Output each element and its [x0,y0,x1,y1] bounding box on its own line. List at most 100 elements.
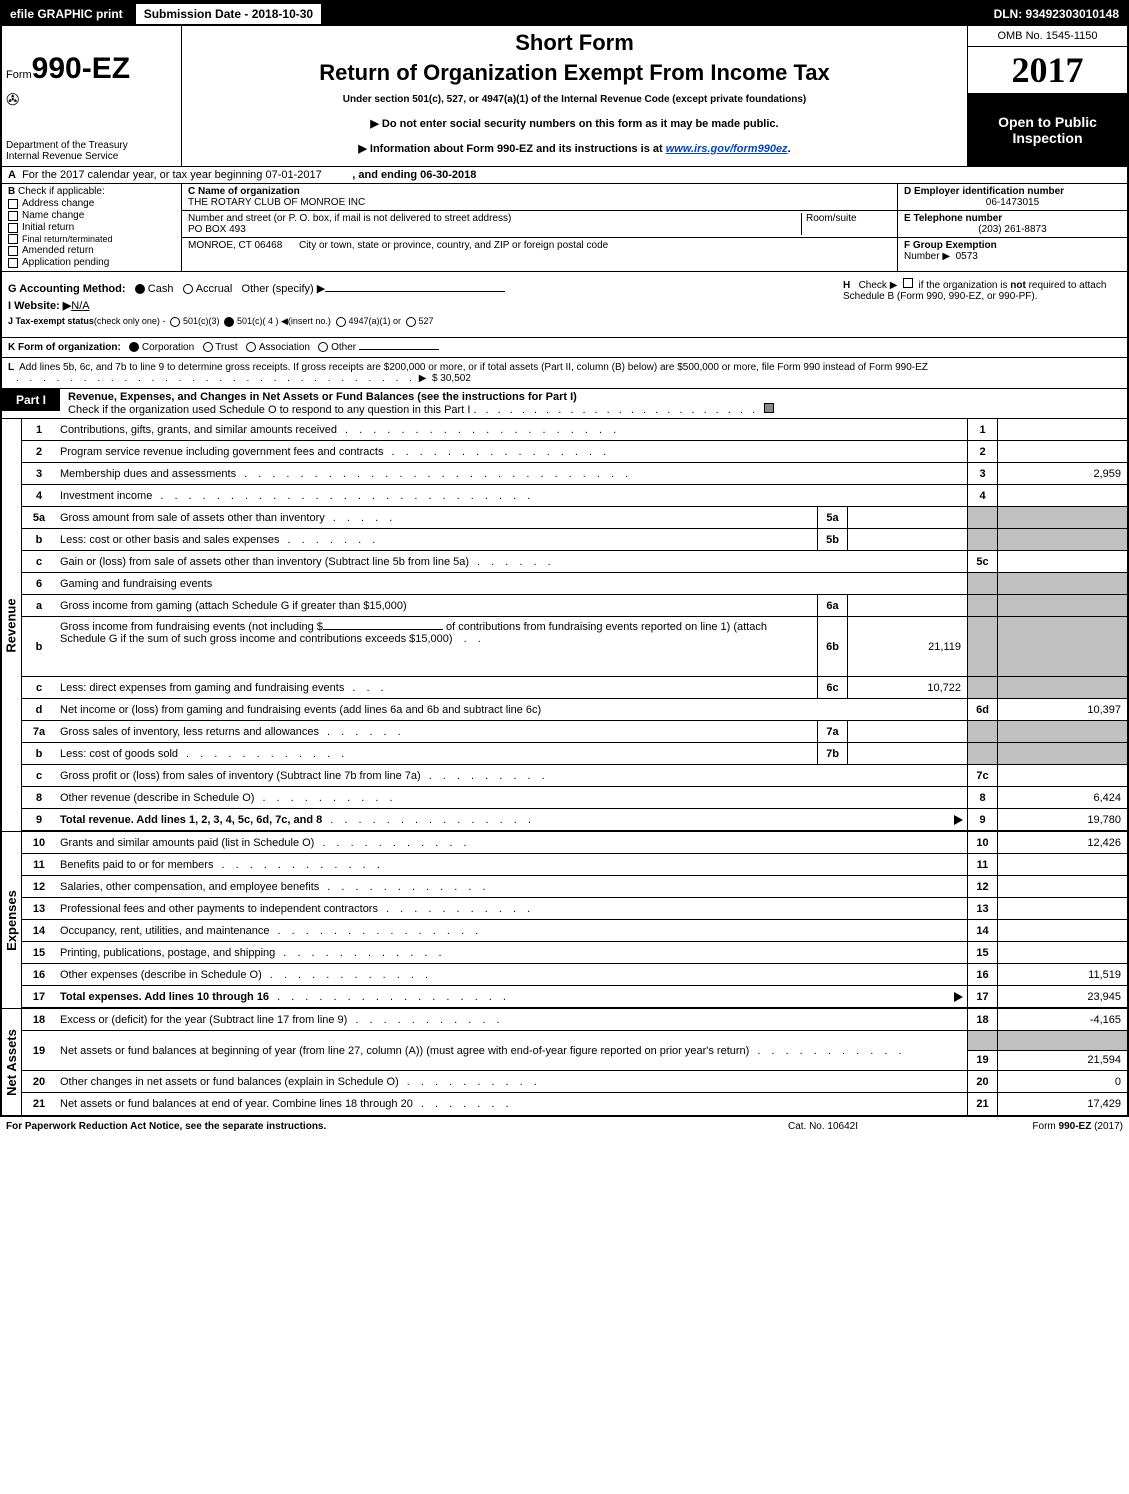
line-8: 8 Other revenue (describe in Schedule O)… [22,787,1127,809]
checkbox-icon[interactable] [8,199,18,209]
room-suite-label: Room/suite [801,213,891,235]
line-10: 10 Grants and similar amounts paid (list… [22,832,1127,854]
ein: 06-1473015 [904,197,1121,208]
dept-line2: Internal Revenue Service [6,151,177,162]
open-line2: Inspection [974,130,1121,146]
line-7a: 7a Gross sales of inventory, less return… [22,721,1127,743]
arrow-icon [954,992,963,1002]
chk-final-return: Final return/terminated [8,234,175,244]
header-left: Form990-EZ ✇ Department of the Treasury … [2,26,182,166]
line-6d: d Net income or (loss) from gaming and f… [22,699,1127,721]
val-8: 6,424 [997,787,1127,808]
chk-initial-return: Initial return [8,222,175,233]
tax-year: 2017 [968,47,1127,93]
arrow-icon [954,815,963,825]
part-1-label: Part I [2,389,60,411]
line-18: 18 Excess or (deficit) for the year (Sub… [22,1009,1127,1031]
line-19: 19 Net assets or fund balances at beginn… [22,1031,1127,1071]
part-1-title: Revenue, Expenses, and Changes in Net As… [60,389,1127,418]
checkbox-schedule-o[interactable] [764,403,774,413]
c-name: C Name of organization THE ROTARY CLUB O… [182,184,897,211]
c-city: MONROE, CT 06468 City or town, state or … [182,238,897,264]
expenses-section: Expenses 10 Grants and similar amounts p… [2,831,1127,1008]
net-assets-section: Net Assets 18 Excess or (deficit) for th… [2,1008,1127,1115]
form-990ez: 990-EZ [32,52,130,85]
radio-association[interactable] [246,342,256,352]
sidebar-expenses: Expenses [2,832,22,1008]
form-subtitle: Under section 501(c), 527, or 4947(a)(1)… [186,94,963,105]
short-form-label: Short Form [186,30,963,56]
section-b: B Check if applicable: Address change Na… [2,184,182,271]
val-20: 0 [997,1071,1127,1092]
val-6d: 10,397 [997,699,1127,720]
header: Form990-EZ ✇ Department of the Treasury … [2,26,1127,167]
org-name: THE ROTARY CLUB OF MONROE INC [188,197,891,208]
telephone: (203) 261-8873 [904,224,1121,235]
checkbox-icon[interactable] [8,211,18,221]
radio-501c[interactable] [224,317,234,327]
website-val: N/A [71,300,89,312]
radio-accrual[interactable] [183,284,193,294]
section-f: F Group Exemption Number ▶ 0573 [898,238,1127,264]
form-number: Form990-EZ [6,52,177,86]
section-bcd: B Check if applicable: Address change Na… [2,184,1127,272]
checkbox-icon[interactable] [8,246,18,256]
checkbox-h[interactable] [903,278,913,288]
line-3: 3 Membership dues and assessments. . . .… [22,463,1127,485]
sidebar-net-assets: Net Assets [2,1009,22,1115]
accounting-method: G Accounting Method: Cash Accrual Other … [8,282,831,295]
line-k: K Form of organization: Corporation Trus… [2,338,1127,358]
radio-527[interactable] [406,317,416,327]
open-line1: Open to Public [974,114,1121,130]
checkbox-icon[interactable] [8,258,18,268]
form-title: Return of Organization Exempt From Incom… [186,60,963,86]
line-20: 20 Other changes in net assets or fund b… [22,1071,1127,1093]
org-city: MONROE, CT 06468 [188,240,282,251]
radio-corporation[interactable] [129,342,139,352]
chk-name-change: Name change [8,210,175,221]
line-5c: c Gain or (loss) from sale of assets oth… [22,551,1127,573]
line-11: 11 Benefits paid to or for members. . . … [22,854,1127,876]
line-16: 16 Other expenses (describe in Schedule … [22,964,1127,986]
line-5b: b Less: cost or other basis and sales ex… [22,529,1127,551]
radio-501c3[interactable] [170,317,180,327]
checkbox-icon[interactable] [8,223,18,233]
line-a-label: A [8,169,16,181]
line-7c: c Gross profit or (loss) from sales of i… [22,765,1127,787]
line-15: 15 Printing, publications, postage, and … [22,942,1127,964]
part-1-header: Part I Revenue, Expenses, and Changes in… [2,389,1127,419]
section-gh: G Accounting Method: Cash Accrual Other … [2,272,1127,338]
sidebar-revenue: Revenue [2,419,22,831]
radio-cash[interactable] [135,284,145,294]
omb-number: OMB No. 1545-1150 [968,26,1127,47]
val-6b: 21,119 [847,617,967,676]
org-address: PO BOX 493 [188,224,801,235]
form-prefix: Form [6,69,32,81]
line-5a: 5a Gross amount from sale of assets othe… [22,507,1127,529]
section-e: E Telephone number (203) 261-8873 [898,211,1127,238]
line-6: 6 Gaming and fundraising events [22,573,1127,595]
line-6c: c Less: direct expenses from gaming and … [22,677,1127,699]
line-a: A For the 2017 calendar year, or tax yea… [2,167,1127,184]
line-21: 21 Net assets or fund balances at end of… [22,1093,1127,1115]
b-label: B Check if applicable: [8,186,175,197]
chk-application-pending: Application pending [8,257,175,268]
group-exemption: 0573 [956,251,978,262]
val-21: 17,429 [997,1093,1127,1115]
section-h: H Check ▶ if the organization is not req… [837,272,1127,337]
radio-4947[interactable] [336,317,346,327]
footer: For Paperwork Reduction Act Notice, see … [0,1117,1129,1136]
revenue-section: Revenue 1 Contributions, gifts, grants, … [2,419,1127,831]
radio-other[interactable] [318,342,328,352]
val-17: 23,945 [997,986,1127,1007]
irs-link[interactable]: www.irs.gov/form990ez [666,143,788,155]
efile-label: efile GRAPHIC print [2,7,131,21]
line-4: 4 Investment income. . . . . . . . . . .… [22,485,1127,507]
val-16: 11,519 [997,964,1127,985]
footer-cat: Cat. No. 10642I [723,1121,923,1132]
checkbox-icon[interactable] [8,234,18,244]
open-to-public: Open to Public Inspection [968,93,1127,166]
radio-trust[interactable] [203,342,213,352]
line-a-text2: , and ending 06-30-2018 [352,169,476,181]
submission-date: Submission Date - 2018-10-30 [135,3,322,25]
